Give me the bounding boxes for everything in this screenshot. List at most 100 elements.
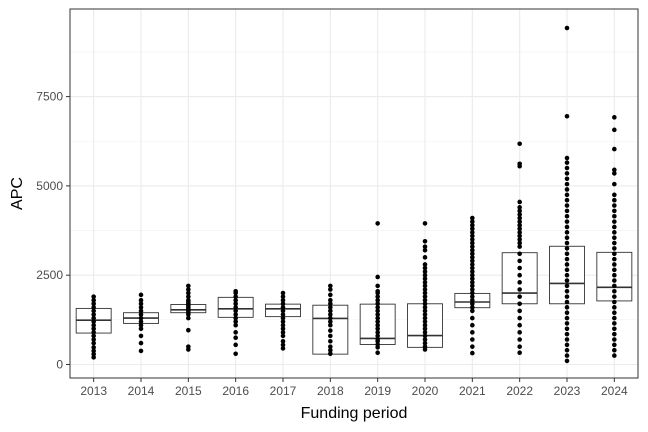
data-point-2020 [422, 283, 428, 289]
data-point-2020 [422, 272, 428, 278]
x-tick-label: 2019 [364, 384, 391, 398]
data-point-2022 [517, 251, 522, 257]
data-point-2014 [138, 319, 144, 324]
data-point-2013 [91, 351, 96, 357]
data-point-2015 [186, 290, 191, 296]
data-point-2023 [564, 160, 570, 165]
data-point-2014 [138, 305, 144, 310]
data-point-2023 [564, 342, 570, 348]
data-point-2023 [564, 219, 570, 224]
data-point-2022 [517, 208, 522, 214]
data-point-2016 [233, 330, 238, 335]
data-point-2021 [470, 233, 475, 239]
data-point-2014 [138, 308, 144, 314]
data-point-2020 [422, 238, 428, 244]
data-point-2018 [328, 312, 333, 317]
data-point-2022 [517, 287, 522, 292]
data-point-2021 [470, 230, 475, 235]
data-point-2013 [91, 340, 96, 346]
data-point-2023 [564, 181, 570, 187]
data-point-2018 [328, 333, 333, 339]
data-point-2020 [422, 221, 428, 226]
data-point-2020 [422, 315, 428, 321]
data-point-2023 [564, 176, 570, 182]
data-point-2024 [612, 246, 617, 251]
data-point-2024 [612, 278, 617, 283]
data-point-2018 [328, 283, 333, 289]
data-point-2022 [517, 230, 522, 235]
data-point-2024 [612, 321, 617, 326]
data-point-2024 [612, 127, 617, 133]
data-point-2023 [564, 192, 570, 198]
data-point-2022 [517, 322, 522, 328]
data-point-2020 [422, 262, 428, 267]
data-point-2016 [233, 288, 238, 294]
data-point-2015 [186, 297, 191, 303]
data-point-2019 [375, 342, 380, 347]
data-point-2019 [375, 221, 380, 226]
data-point-2015 [186, 315, 191, 321]
data-point-2022 [517, 265, 522, 271]
data-point-2023 [564, 283, 570, 289]
data-point-2023 [564, 337, 570, 342]
data-point-2021 [470, 222, 475, 228]
data-point-2021 [470, 244, 475, 249]
data-point-2019 [375, 326, 380, 332]
data-point-2022 [517, 272, 522, 278]
data-point-2019 [375, 308, 380, 314]
data-point-2014 [138, 322, 144, 328]
data-point-2018 [328, 351, 333, 357]
data-point-2013 [91, 315, 96, 321]
data-point-2017 [280, 294, 286, 299]
data-point-2019 [375, 319, 380, 324]
data-point-2020 [422, 287, 428, 292]
data-point-2019 [375, 305, 380, 310]
data-point-2023 [564, 267, 570, 273]
data-point-2020 [422, 294, 428, 299]
data-point-2013 [91, 319, 96, 324]
data-point-2014 [138, 312, 144, 317]
x-tick-label: 2015 [175, 384, 202, 398]
data-point-2016 [233, 319, 238, 324]
data-point-2017 [280, 326, 286, 332]
data-point-2023 [564, 171, 570, 176]
data-point-2024 [612, 251, 617, 257]
data-point-2013 [91, 308, 96, 314]
data-point-2023 [564, 347, 570, 353]
data-point-2024 [612, 224, 617, 230]
data-point-2020 [422, 301, 428, 307]
data-point-2023 [564, 256, 570, 262]
data-point-2021 [470, 237, 475, 242]
data-point-2019 [375, 350, 380, 356]
data-point-2023 [564, 203, 570, 208]
data-point-2021 [470, 308, 475, 314]
data-point-2019 [375, 288, 380, 294]
y-tick-label: 0 [56, 358, 63, 372]
data-point-2017 [280, 333, 286, 339]
data-point-2022 [517, 330, 522, 335]
data-point-2021 [470, 219, 475, 224]
data-point-2024 [612, 288, 617, 294]
data-point-2024 [612, 219, 617, 224]
data-point-2020 [422, 247, 428, 253]
data-point-2016 [233, 294, 238, 299]
data-point-2024 [612, 283, 617, 289]
x-tick-label: 2018 [317, 384, 344, 398]
point-group [91, 25, 617, 364]
data-point-2023 [564, 278, 570, 283]
data-point-2020 [422, 344, 428, 349]
data-point-2021 [470, 251, 475, 257]
data-point-2024 [612, 299, 617, 305]
data-point-2020 [422, 269, 428, 274]
data-point-2022 [517, 294, 522, 299]
data-point-2018 [328, 301, 333, 307]
data-point-2017 [280, 297, 286, 303]
data-point-2024 [612, 203, 617, 208]
data-point-2013 [91, 355, 96, 360]
plot-border [69, 8, 639, 379]
data-point-2023 [564, 310, 570, 316]
data-point-2021 [470, 330, 475, 335]
data-point-2017 [280, 342, 286, 348]
data-point-2023 [564, 208, 570, 214]
data-point-2022 [517, 141, 522, 147]
